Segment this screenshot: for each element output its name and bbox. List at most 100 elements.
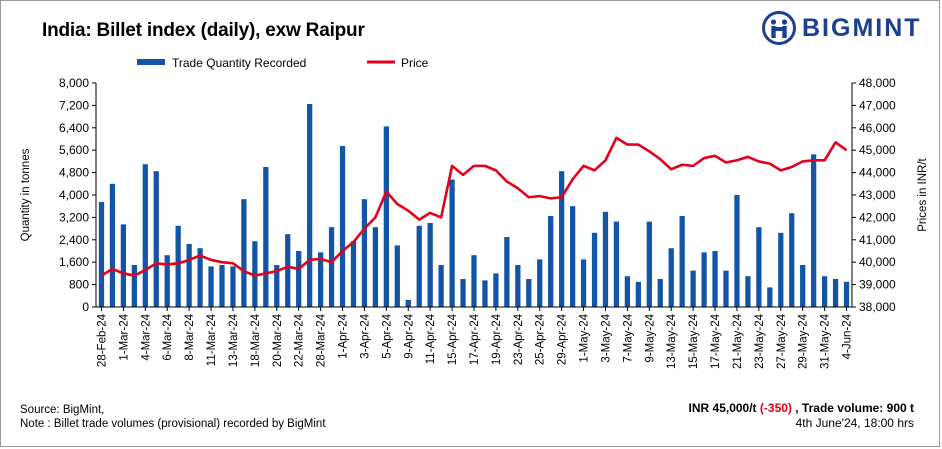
trade-quantity-bar — [438, 265, 444, 307]
trade-quantity-bar — [219, 265, 225, 307]
right-tick-label: 40,000 — [859, 255, 896, 269]
x-tick-label: 13-May-24 — [666, 313, 678, 369]
trade-quantity-bar — [405, 300, 411, 307]
left-tick-label: 2,400 — [59, 233, 89, 247]
x-tick-label: 21-May-24 — [732, 313, 744, 369]
trade-quantity-bar — [339, 146, 346, 307]
price-change: (-350) — [759, 401, 792, 415]
x-tick-label: 29-May-24 — [798, 313, 810, 369]
trade-quantity-bar — [471, 255, 477, 307]
x-tick-label: 1-May-24 — [579, 313, 591, 362]
trade-quantity-bar — [668, 248, 674, 307]
trade-quantity-bar — [164, 255, 170, 307]
trade-quantity-bar — [361, 199, 368, 307]
summary-line: INR 45,000/t (-350) , Trade volume: 900 … — [689, 401, 914, 416]
left-tick-label: 3,200 — [59, 210, 89, 224]
trade-quantity-bar — [186, 244, 192, 307]
x-tick-label: 3-Apr-24 — [359, 313, 371, 358]
x-tick-label: 9-May-24 — [644, 313, 656, 362]
x-tick-label: 15-Apr-24 — [447, 313, 459, 365]
x-tick-label: 11-Mar-24 — [206, 313, 218, 366]
trade-quantity-bar — [350, 241, 357, 307]
x-tick-label: 31-May-24 — [820, 313, 832, 369]
right-tick-label: 46,000 — [859, 121, 896, 135]
trade-quantity-bar — [690, 270, 696, 307]
trade-quantity-bar — [460, 279, 466, 307]
volume-value: 900 t — [886, 401, 914, 415]
left-tick-label: 7,200 — [59, 98, 89, 112]
trade-quantity-bar — [756, 227, 762, 307]
right-tick-label: 45,000 — [859, 143, 896, 157]
x-tick-label: 7-May-24 — [622, 313, 634, 362]
chart-svg: Trade Quantity Recorded Price Quantity i… — [20, 56, 929, 369]
left-tick-label: 0 — [82, 300, 89, 314]
trade-quantity-bar — [416, 225, 422, 307]
x-tick-label: 3-May-24 — [600, 313, 612, 362]
x-tick-label: 6-Mar-24 — [162, 313, 174, 360]
trade-quantity-bar — [613, 221, 620, 307]
trade-quantity-bar — [767, 287, 773, 307]
legend-bar-swatch — [137, 59, 165, 65]
trade-quantity-bar — [208, 266, 214, 307]
trade-quantity-bar — [131, 265, 137, 307]
x-tick-label: 1-Mar-24 — [118, 313, 130, 360]
trade-quantity-bar — [394, 245, 400, 307]
summary: INR 45,000/t (-350) , Trade volume: 900 … — [689, 401, 914, 431]
x-tick-label: 5-Apr-24 — [381, 313, 393, 358]
chart-title: India: Billet index (daily), exw Raipur — [42, 20, 365, 41]
left-tick-label: 8,000 — [59, 76, 89, 90]
x-tick-label: 18-Mar-24 — [250, 313, 262, 367]
trade-quantity-bar — [657, 279, 663, 307]
right-tick-label: 42,000 — [859, 210, 896, 224]
x-tick-label: 20-Mar-24 — [272, 313, 284, 367]
x-tick-label: 17-May-24 — [710, 313, 722, 369]
trade-quantity-bar — [745, 276, 751, 307]
volume-label: , Trade volume: — [795, 401, 884, 415]
source-note: Source: BigMint, Note : Billet trade vol… — [20, 403, 326, 431]
right-tick-label: 38,000 — [859, 300, 896, 314]
trade-quantity-bar — [296, 251, 302, 307]
trade-quantity-bar — [624, 276, 631, 307]
legend-bar-label: Trade Quantity Recorded — [172, 56, 306, 70]
trade-quantity-bar — [493, 273, 499, 307]
trade-quantity-bar — [580, 259, 587, 307]
x-tick-label: 28-Feb-24 — [96, 313, 108, 367]
svg-text:Quantity in tonnes: Quantity in tonnes — [20, 148, 32, 241]
note-text: Note : Billet trade volumes (provisional… — [20, 418, 326, 430]
trade-quantity-bar — [602, 211, 609, 307]
right-tick-label: 48,000 — [859, 76, 896, 90]
right-tick-label: 44,000 — [859, 166, 896, 180]
trade-quantity-bar — [701, 252, 707, 307]
right-axis-label: Prices in INR/t — [917, 157, 929, 231]
x-tick-label: 29-Apr-24 — [557, 313, 569, 365]
trade-quantity-bar — [109, 183, 116, 307]
trade-quantity-bar — [832, 279, 839, 307]
right-axis-ticks: 38,000 39,000 40,000 41,000 42,000 43,000 44,0… — [852, 76, 896, 314]
x-tick-label: 19-Apr-24 — [491, 313, 503, 365]
right-tick-label: 41,000 — [859, 233, 896, 247]
bigmint-logo: BIGMINT — [762, 10, 922, 46]
trade-quantity-bar — [263, 167, 269, 307]
left-axis-label: Quantity in tonnes — [20, 148, 32, 241]
x-tick-label: 9-Apr-24 — [403, 313, 415, 358]
right-tick-label: 47,000 — [859, 98, 896, 112]
bar-series — [98, 104, 850, 308]
x-tick-label: 28-Mar-24 — [316, 313, 328, 367]
svg-text:Prices in INR/t: Prices in INR/t — [917, 157, 929, 231]
trade-quantity-bar — [723, 270, 729, 307]
trade-quantity-bar — [230, 266, 236, 307]
left-tick-label: 4,000 — [59, 188, 89, 202]
trade-quantity-bar — [274, 265, 280, 307]
x-tick-label: 4-Jun-24 — [842, 313, 854, 359]
x-tick-label: 1-Apr-24 — [338, 313, 350, 358]
x-axis-ticks: 28-Feb-24 1-Mar-24 4-Mar-24 6-Mar-24 8-Mar-2… — [96, 307, 854, 369]
trade-quantity-bar — [679, 216, 685, 307]
price-line — [100, 136, 848, 277]
trade-quantity-bar — [142, 164, 148, 307]
right-tick-label: 39,000 — [859, 278, 896, 292]
trade-quantity-bar — [372, 227, 379, 307]
trade-quantity-bar — [537, 259, 543, 307]
trade-quantity-bar — [175, 225, 181, 307]
right-tick-label: 43,000 — [859, 188, 896, 202]
